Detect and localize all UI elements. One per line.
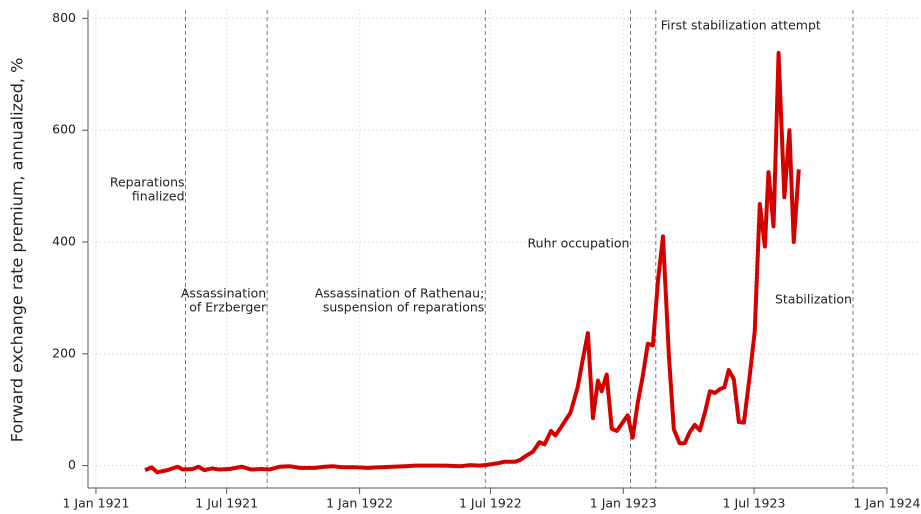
x-tick-label: 1 Jul 1923: [723, 496, 786, 511]
x-tick-label: 1 Jan 1921: [62, 496, 129, 511]
y-tick-label: 200: [52, 345, 76, 360]
data-line: [144, 51, 801, 475]
event-label: Stabilization: [775, 292, 852, 307]
y-axis-label: Forward exchange rate premium, annualize…: [8, 58, 27, 443]
x-tick-label: 1 Jul 1922: [459, 496, 522, 511]
y-tick-label: 800: [52, 10, 76, 25]
x-tick-label: 1 Jan 1922: [326, 496, 393, 511]
x-tick-label: 1 Jan 1924: [853, 496, 920, 511]
event-label: of Erzberger: [189, 300, 267, 315]
y-tick-label: 400: [52, 234, 76, 249]
event-label: Reparations: [110, 175, 185, 190]
event-label: Assassination of Rathenau;: [315, 286, 485, 301]
x-tick-label: 1 Jan 1923: [590, 496, 657, 511]
event-label: Ruhr occupation: [528, 236, 630, 251]
event-label: suspension of reparations: [323, 300, 484, 315]
event-label: First stabilization attempt: [661, 18, 821, 33]
y-tick-label: 0: [68, 457, 76, 472]
y-tick-label: 600: [52, 122, 76, 137]
x-tick-label: 1 Jul 1921: [195, 496, 258, 511]
event-label: Assassination: [181, 286, 266, 301]
event-label: finalized: [132, 189, 185, 204]
